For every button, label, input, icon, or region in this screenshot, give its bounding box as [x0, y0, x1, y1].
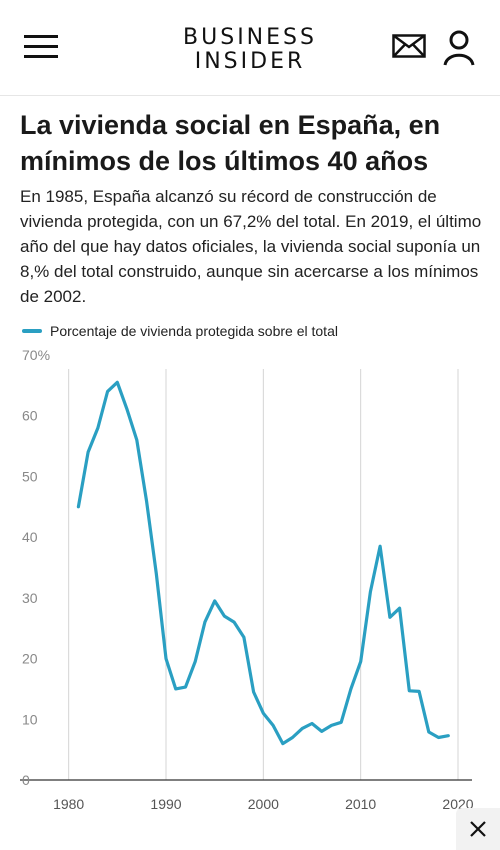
series-line: [76, 380, 450, 746]
chart-legend: Porcentaje de vivienda protegida sobre e…: [22, 320, 338, 342]
y-tick-label: 30: [22, 590, 38, 606]
article-description: En 1985, España alcanzó su récord de con…: [20, 187, 482, 306]
y-tick-label: 50: [22, 468, 38, 484]
mail-icon[interactable]: [392, 34, 426, 58]
y-tick-label: 70%: [22, 347, 50, 363]
close-icon: [470, 821, 486, 837]
y-tick-label: 0: [22, 772, 30, 788]
y-tick-label: 40: [22, 529, 38, 545]
x-tick-label: 1980: [53, 796, 84, 812]
legend-swatch: [22, 329, 42, 333]
y-tick-label: 20: [22, 651, 38, 667]
y-tick-label: 10: [22, 711, 38, 727]
article-title: La vivienda social en España, en mínimos…: [20, 110, 441, 176]
site-header: BUSINESS INSIDER: [0, 0, 500, 96]
menu-icon[interactable]: [24, 35, 58, 59]
x-tick-label: 2000: [248, 796, 279, 812]
user-icon[interactable]: [443, 30, 475, 66]
y-tick-label: 60: [22, 408, 38, 424]
brand-logo[interactable]: BUSINESS INSIDER: [150, 26, 350, 74]
legend-label: Porcentaje de vivienda protegida sobre e…: [50, 323, 338, 339]
close-button[interactable]: [456, 808, 500, 850]
brand-line-2: INSIDER: [194, 49, 306, 74]
x-tick-label: 1990: [150, 796, 181, 812]
x-tick-label: 2010: [345, 796, 376, 812]
brand-line-1: BUSINESS: [183, 25, 317, 50]
